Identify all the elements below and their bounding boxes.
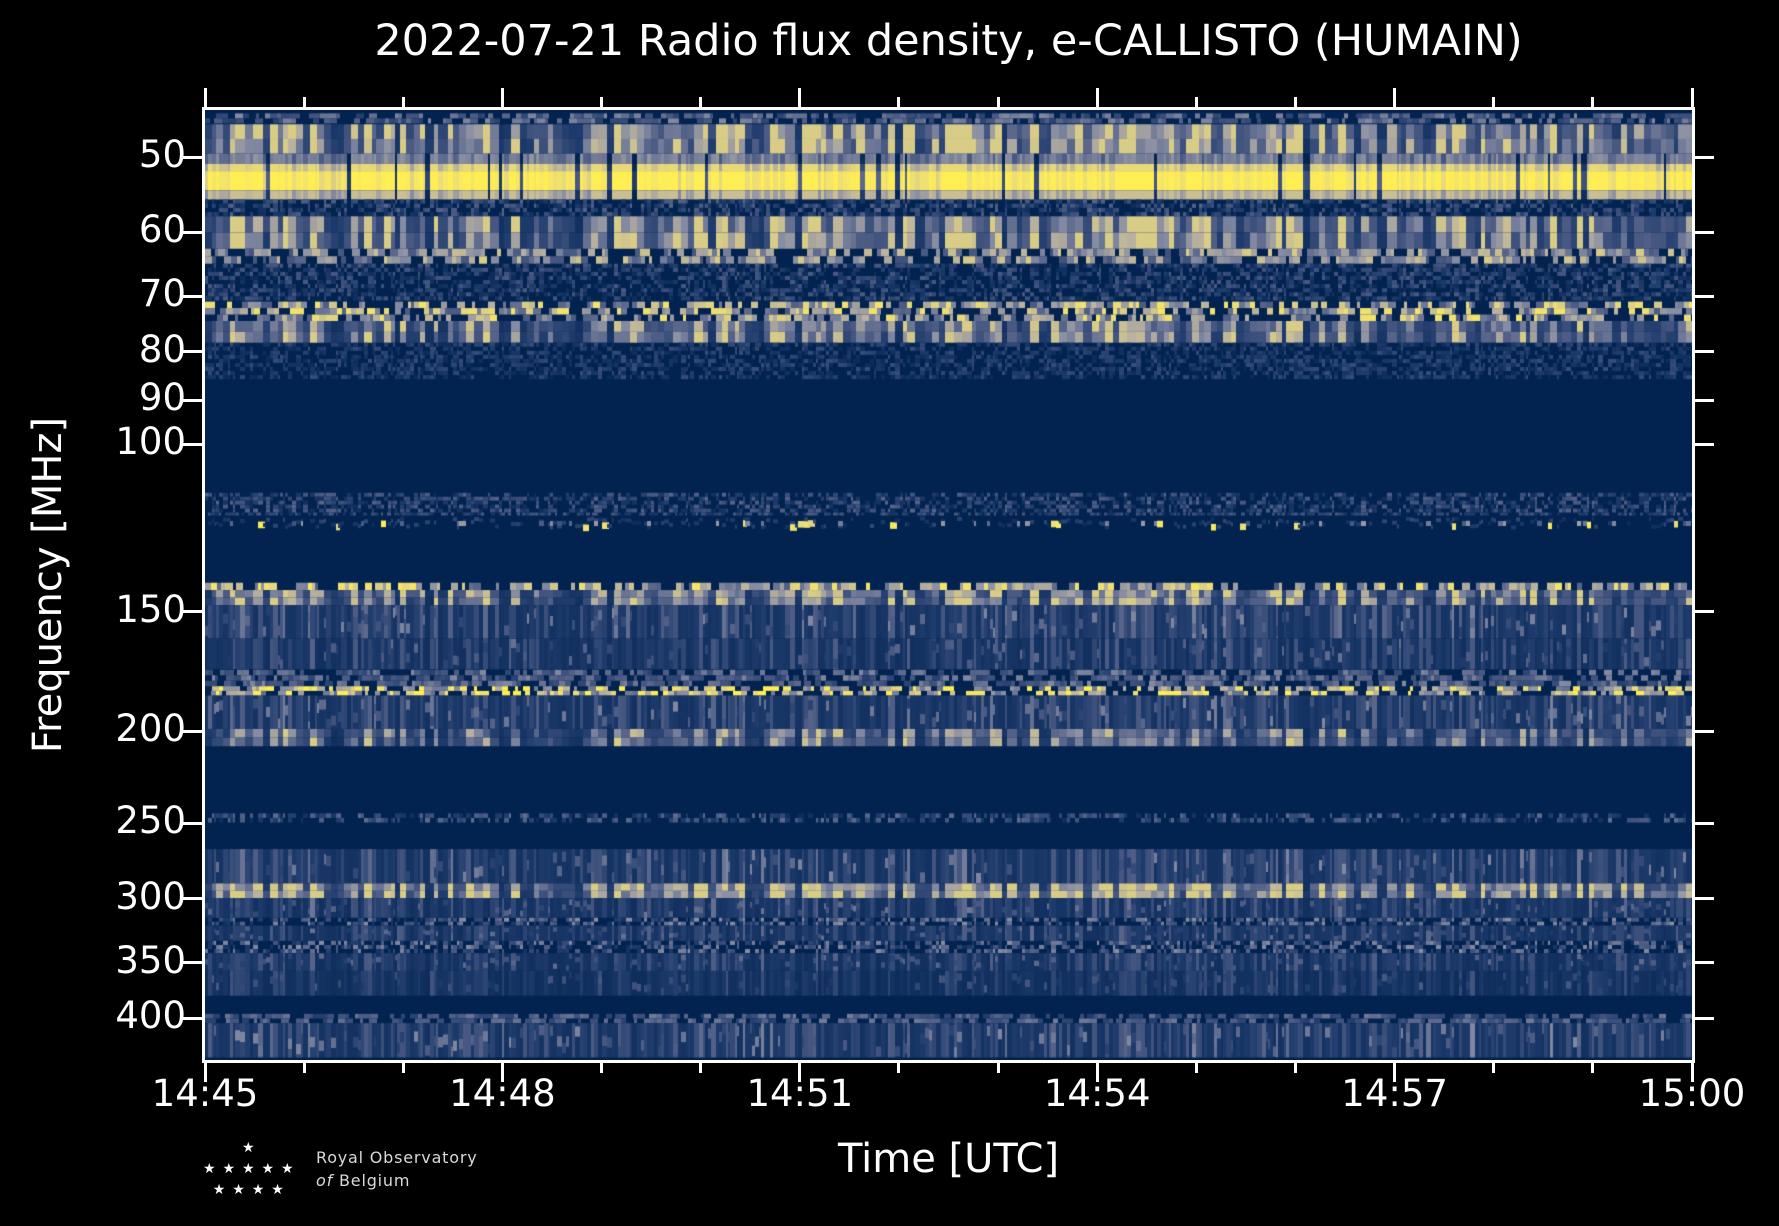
axis-tick (183, 230, 202, 234)
axis-tick (183, 398, 202, 402)
logo-belgium: Belgium (339, 1171, 411, 1190)
axis-tick (302, 1063, 306, 1073)
axis-tick (302, 97, 306, 107)
chart-title: 2022-07-21 Radio flux density, e-CALLIST… (374, 16, 1523, 66)
axis-tick (183, 350, 202, 354)
spectrogram-canvas (205, 110, 1692, 1060)
axis-tick (1095, 1063, 1099, 1082)
logo-text-line2: of Belgium (316, 1169, 477, 1192)
axis-tick (1695, 821, 1714, 825)
axis-tick (183, 821, 202, 825)
y-tick-label: 90 (138, 376, 186, 420)
axis-tick (897, 97, 901, 107)
axis-tick (203, 88, 207, 107)
x-tick-label: 14:48 (449, 1072, 556, 1115)
star-icon: ★ (212, 1182, 226, 1198)
x-tick-label: 14:57 (1341, 1072, 1448, 1115)
axis-tick (600, 1063, 604, 1073)
star-icon: ★ (203, 1161, 216, 1177)
y-tick-label: 400 (115, 994, 186, 1037)
star-icon: ★ (242, 1161, 255, 1177)
axis-tick (1695, 729, 1714, 733)
logo-of: of (316, 1171, 334, 1190)
axis-tick (203, 1063, 207, 1082)
axis-tick (1591, 1063, 1595, 1073)
axis-tick (996, 97, 1000, 107)
x-tick-label: 14:54 (1043, 1072, 1151, 1115)
axis-tick (500, 88, 504, 107)
axis-tick (1695, 1016, 1714, 1020)
y-tick-label: 300 (115, 874, 186, 918)
logo-text: Royal Observatory of Belgium (316, 1146, 477, 1192)
axis-tick (500, 1063, 504, 1082)
axis-tick (183, 442, 202, 446)
y-tick-label: 60 (138, 208, 186, 252)
axis-tick (1695, 155, 1714, 159)
x-tick-label: 14:51 (746, 1072, 854, 1115)
y-tick-label: 50 (138, 133, 186, 176)
plot-area (202, 107, 1695, 1063)
axis-tick (1695, 398, 1714, 402)
axis-tick (1492, 1063, 1496, 1073)
axis-tick (183, 897, 202, 901)
y-tick-label: 350 (115, 938, 186, 982)
axis-tick (183, 961, 202, 965)
axis-tick (1690, 88, 1694, 107)
axis-tick (183, 1016, 202, 1020)
axis-tick (1591, 97, 1595, 107)
y-tick-label: 80 (138, 327, 186, 371)
logo-text-line1: Royal Observatory (316, 1148, 478, 1167)
axis-tick (798, 88, 802, 107)
axis-tick (1695, 897, 1714, 901)
axis-tick (1695, 610, 1714, 614)
axis-tick (1695, 350, 1714, 354)
star-icon: ★ (222, 1161, 236, 1177)
star-icon: ★ (281, 1161, 294, 1177)
axis-tick (1690, 1063, 1694, 1082)
axis-tick (1393, 88, 1397, 107)
axis-tick (600, 97, 604, 107)
y-tick-label: 250 (115, 799, 186, 843)
axis-tick (1492, 97, 1496, 107)
axis-tick (798, 1063, 802, 1082)
axis-tick (401, 97, 405, 107)
star-icon: ★ (261, 1161, 275, 1177)
x-tick-label: 15:00 (1638, 1072, 1746, 1115)
y-tick-label: 200 (115, 707, 186, 750)
y-axis-label: Frequency [MHz] (25, 416, 71, 754)
x-axis-label: Time [UTC] (837, 1136, 1060, 1182)
star-icon: ★ (242, 1140, 255, 1156)
axis-tick (1393, 1063, 1397, 1082)
axis-tick (183, 294, 202, 298)
star-icon: ★ (271, 1182, 284, 1198)
axis-tick (699, 97, 703, 107)
axis-tick (401, 1063, 405, 1073)
axis-tick (996, 1063, 1000, 1073)
axis-tick (1695, 442, 1714, 446)
x-tick-label: 14:45 (151, 1072, 259, 1115)
y-tick-label: 70 (138, 272, 186, 316)
axis-tick (1293, 97, 1297, 107)
star-icon: ★ (251, 1182, 265, 1198)
axis-tick (1695, 230, 1714, 234)
axis-tick (1695, 961, 1714, 965)
axis-tick (1095, 88, 1099, 107)
y-tick-label: 150 (115, 587, 186, 631)
axis-tick (183, 729, 202, 733)
axis-tick (1293, 1063, 1297, 1073)
axis-tick (1194, 97, 1198, 107)
axis-tick (897, 1063, 901, 1073)
axis-tick (183, 155, 202, 159)
axis-tick (183, 610, 202, 614)
y-tick-label: 100 (115, 420, 186, 463)
axis-tick (699, 1063, 703, 1073)
axis-tick (1695, 294, 1714, 298)
star-icon: ★ (232, 1182, 245, 1198)
axis-tick (1194, 1063, 1198, 1073)
